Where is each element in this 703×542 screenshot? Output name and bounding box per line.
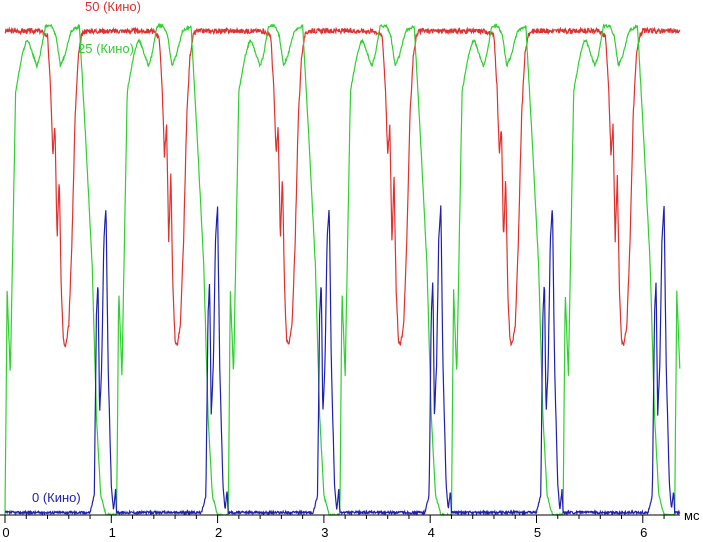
series-label-50: 50 (Кино) <box>85 0 141 14</box>
x-tick-label-1: 1 <box>109 525 116 540</box>
x-tick-label-4: 4 <box>428 525 435 540</box>
x-tick-label-0: 0 <box>2 525 9 540</box>
series-layer <box>4 22 681 518</box>
x-tick-label-3: 3 <box>321 525 328 540</box>
series-line-2 <box>4 205 681 517</box>
series-label-25: 25 (Кино) <box>78 41 134 56</box>
x-tick-label-6: 6 <box>640 525 647 540</box>
x-tick-label-2: 2 <box>215 525 222 540</box>
x-tick-label-5: 5 <box>534 525 541 540</box>
series-label-0: 0 (Кино) <box>32 490 81 505</box>
x-ticks: 0 1 2 3 4 5 6 <box>2 515 665 540</box>
x-unit-label: мс <box>684 508 700 523</box>
series-line-0 <box>4 26 681 348</box>
series-line-1 <box>4 22 681 518</box>
